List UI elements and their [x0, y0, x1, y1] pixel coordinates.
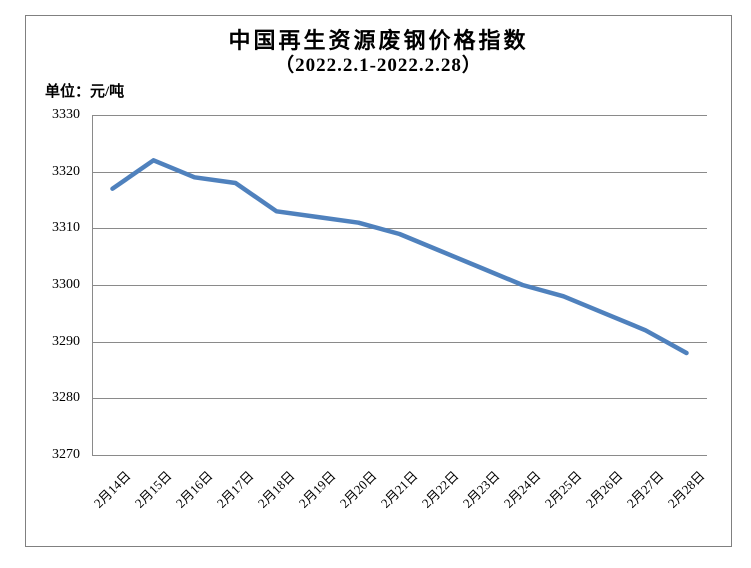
- chart-header: 中国再生资源废钢价格指数 （2022.2.1-2022.2.28）: [25, 28, 732, 78]
- y-axis-tick-label: 3310: [52, 220, 80, 236]
- y-axis-tick-label: 3300: [52, 277, 80, 292]
- y-axis-tick-label: 3320: [52, 163, 80, 179]
- y-axis-tick-label: 3280: [52, 390, 80, 406]
- y-axis-tick-label: 3330: [52, 107, 80, 122]
- price-index-line-series: [110, 158, 689, 356]
- y-axis-tick-label: 3290: [52, 333, 80, 349]
- unit-label: 单位：元/吨: [45, 84, 125, 100]
- y-axis-tick-label: 3270: [52, 447, 80, 462]
- chart-title: 中国再生资源废钢价格指数: [228, 28, 529, 53]
- chart-subtitle: （2022.2.1-2022.2.28）: [275, 55, 482, 76]
- chart-frame: [25, 15, 732, 547]
- plot-area: [92, 115, 707, 456]
